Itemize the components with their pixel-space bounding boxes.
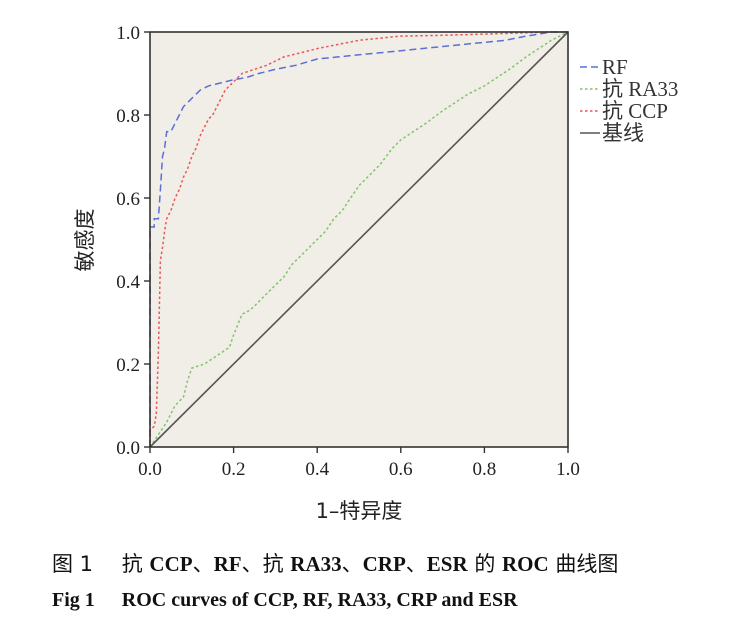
caption-cn-label: 图 1 — [52, 552, 94, 576]
caption-cn-text: 抗 CCP、RF、抗 RA33、CRP、ESR 的 ROC 曲线图 — [122, 552, 619, 576]
caption-cn-part-3: RF — [213, 552, 242, 576]
x-tick-label: 0.2 — [222, 459, 246, 480]
caption-cn-part-12: 曲线图 — [548, 552, 619, 576]
x-tick-label: 1.0 — [556, 459, 580, 480]
caption-en-text: ROC curves of CCP, RF, RA33, CRP and ESR — [121, 589, 518, 611]
y-tick-label: 0.4 — [116, 272, 140, 293]
caption-en-label: Fig 1 — [52, 589, 95, 611]
caption-cn-part-6: 、 — [341, 552, 363, 576]
y-tick-label: 0.0 — [116, 438, 140, 459]
caption-cn-part-0: 抗 — [121, 552, 150, 576]
legend-label-0: RF — [602, 55, 628, 79]
x-tick-label: 0.4 — [305, 459, 329, 480]
caption-cn-part-2: 、 — [192, 552, 214, 576]
roc-chart: 0.0 0.2 0.4 0.6 0.8 1.0 0.0 0.2 0.4 0.6 0.8 1.0 1–特… — [73, 23, 678, 523]
caption-cn-part-7: CRP — [362, 552, 406, 576]
caption-english: Fig 1 ROC curves of CCP, RF, RA33, CRP a… — [52, 589, 518, 612]
caption-cn-part-5: RA33 — [290, 552, 342, 576]
caption-cn-part-1: CCP — [149, 552, 193, 576]
plot-frame — [149, 31, 569, 448]
axis-layer: 0.0 0.2 0.4 0.6 0.8 1.0 0.0 0.2 0.4 0.6 0.8 1.0 — [116, 23, 580, 480]
x-axis-label: 1–特异度 — [316, 499, 403, 523]
series-layer — [149, 31, 569, 448]
caption-cn-part-4: 、抗 — [241, 552, 291, 576]
x-tick-label: 0.8 — [473, 459, 497, 480]
caption-cn-part-8: 、 — [405, 552, 427, 576]
y-axis-label: 敏感度 — [73, 209, 97, 272]
caption-cn-part-11: ROC — [502, 552, 549, 576]
series-line-1 — [149, 31, 569, 448]
caption-cn-part-10: 的 — [467, 552, 503, 576]
y-tick-label: 0.6 — [116, 189, 140, 210]
y-tick-label: 0.8 — [116, 106, 140, 127]
series-line-3 — [149, 31, 569, 448]
x-tick-label: 0.6 — [389, 459, 413, 480]
y-tick-label: 0.2 — [116, 355, 140, 376]
legend-label-2: 抗 CCP — [602, 99, 668, 123]
legend-label-3: 基线 — [602, 121, 644, 145]
series-line-0 — [149, 31, 568, 447]
caption-cn-part-9: ESR — [426, 552, 468, 576]
x-tick-label: 0.0 — [138, 459, 162, 480]
legend-label-1: 抗 RA33 — [602, 77, 678, 101]
y-tick-label: 1.0 — [116, 23, 140, 44]
caption-chinese: 图 1 抗 CCP、RF、抗 RA33、CRP、ESR 的 ROC 曲线图 — [52, 548, 618, 578]
